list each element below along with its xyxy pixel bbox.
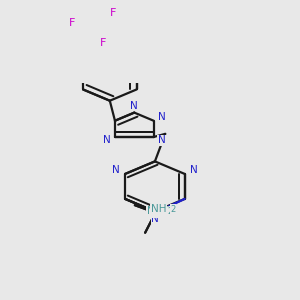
Text: N: N [103,135,111,146]
Text: F: F [69,18,75,28]
Text: N: N [152,208,159,218]
Text: NH: NH [151,204,166,214]
Text: N: N [158,135,166,146]
Text: F: F [100,38,106,48]
Text: 2: 2 [167,207,172,216]
Text: 2: 2 [170,205,175,214]
Text: NH: NH [147,206,162,216]
Text: N: N [112,165,120,175]
Text: N: N [151,214,159,224]
Text: NH: NH [154,206,170,216]
Text: F: F [110,8,116,18]
Text: N: N [158,112,166,122]
Text: N: N [130,101,138,111]
Text: N: N [190,165,197,175]
